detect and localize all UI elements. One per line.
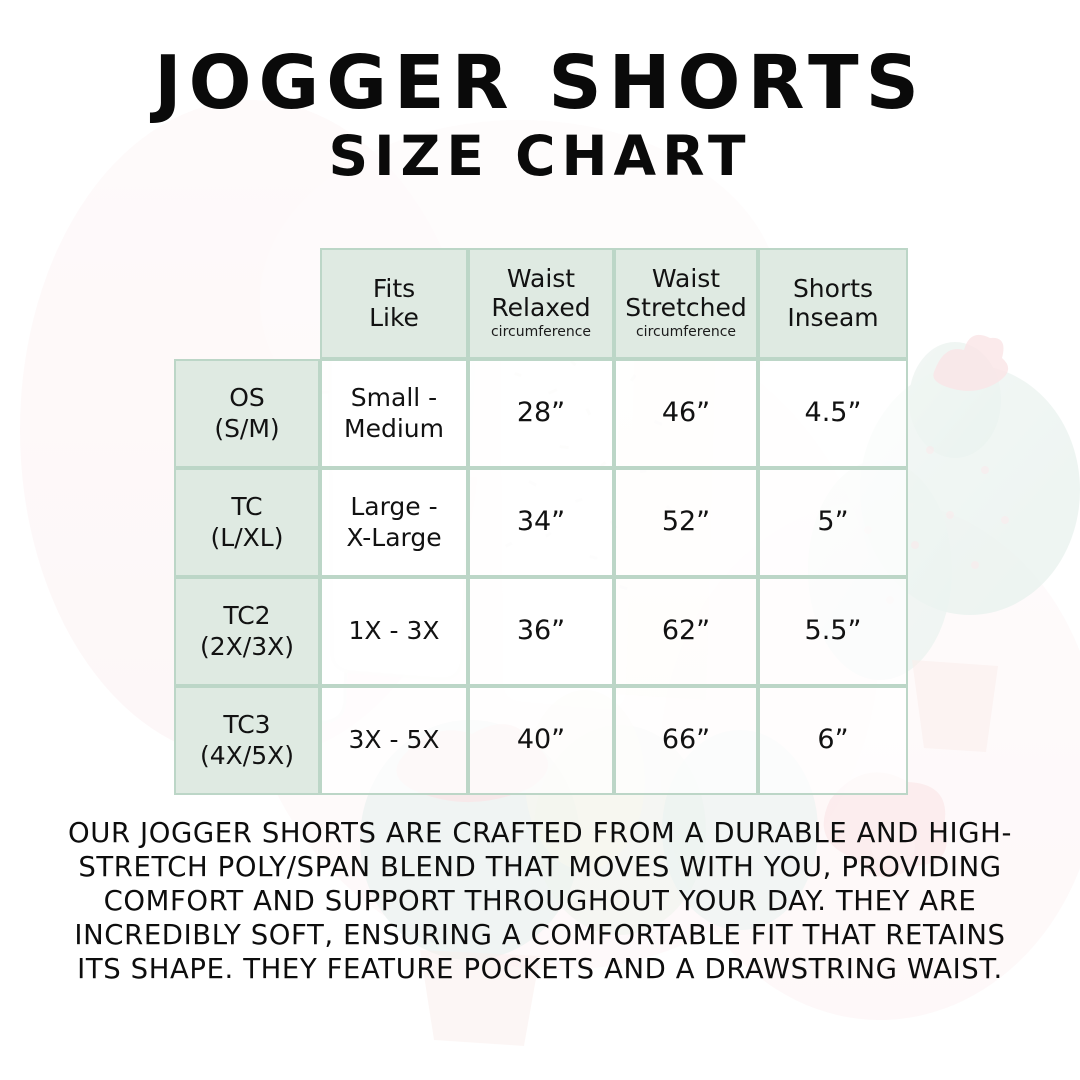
- cell-fits-like-line1: Small -: [350, 383, 438, 412]
- page-title: JOGGER SHORTS: [154, 40, 926, 126]
- size-chart-table: Fits Like Waist Relaxed circumference Wa…: [174, 248, 908, 795]
- title-block: JOGGER SHORTS SIZE CHART: [0, 40, 1080, 189]
- cell-fits-like-line1: 3X - 5X: [348, 725, 440, 755]
- cell-waist-stretched: 62”: [614, 577, 758, 686]
- row-size-line1: OS: [229, 383, 265, 412]
- table-row: TC (L/XL) Large - X-Large 34” 52” 5”: [174, 468, 908, 577]
- row-size-label: OS (S/M): [174, 359, 320, 468]
- cell-waist-relaxed: 36”: [468, 577, 614, 686]
- product-description: OUR JOGGER SHORTS ARE CRAFTED FROM A DUR…: [68, 817, 1012, 985]
- column-header-waist-stretched-line1: Waist: [651, 264, 721, 294]
- row-size-line2: (L/XL): [210, 522, 284, 552]
- column-header-waist-relaxed-sub: circumference: [490, 324, 592, 341]
- cell-fits-like: Small - Medium: [320, 359, 468, 468]
- cell-waist-relaxed: 40”: [468, 686, 614, 795]
- column-header-fits-like-line2: Like: [369, 302, 419, 332]
- page-subtitle: SIZE CHART: [328, 124, 752, 189]
- column-header-waist-relaxed: Waist Relaxed circumference: [468, 248, 614, 359]
- cell-waist-relaxed: 28”: [468, 359, 614, 468]
- column-header-waist-relaxed-line1: Waist: [506, 264, 576, 294]
- row-size-label: TC3 (4X/5X): [174, 686, 320, 795]
- row-size-line2: (S/M): [214, 413, 280, 443]
- table-row: TC3 (4X/5X) 3X - 5X 40” 66” 6”: [174, 686, 908, 795]
- row-size-line1: TC3: [223, 710, 271, 739]
- row-size-line1: TC2: [223, 601, 271, 630]
- cell-waist-stretched: 52”: [614, 468, 758, 577]
- row-size-label: TC (L/XL): [174, 468, 320, 577]
- row-size-line1: TC: [231, 492, 263, 521]
- cell-waist-stretched: 66”: [614, 686, 758, 795]
- column-header-fits-like: Fits Like: [320, 248, 468, 359]
- cell-shorts-inseam: 4.5”: [758, 359, 908, 468]
- cell-fits-like: 1X - 3X: [320, 577, 468, 686]
- table-row: TC2 (2X/3X) 1X - 3X 36” 62” 5.5”: [174, 577, 908, 686]
- cell-fits-like-line1: Large -: [350, 492, 438, 521]
- row-size-line2: (4X/5X): [200, 740, 294, 770]
- cell-shorts-inseam: 6”: [758, 686, 908, 795]
- column-header-shorts-inseam-line1: Shorts: [792, 274, 874, 303]
- cell-fits-like: 3X - 5X: [320, 686, 468, 795]
- column-header-shorts-inseam-line2: Inseam: [787, 302, 879, 332]
- table-header-row: Fits Like Waist Relaxed circumference Wa…: [174, 248, 908, 359]
- cell-fits-like-line2: X-Large: [346, 522, 442, 552]
- cell-waist-stretched: 46”: [614, 359, 758, 468]
- column-header-waist-stretched-sub: circumference: [635, 324, 737, 341]
- cell-waist-relaxed: 34”: [468, 468, 614, 577]
- cell-shorts-inseam: 5.5”: [758, 577, 908, 686]
- table-corner-cell: [174, 248, 320, 359]
- row-size-line2: (2X/3X): [200, 631, 294, 661]
- column-header-waist-stretched-line2: Stretched: [625, 292, 747, 322]
- cell-shorts-inseam: 5”: [758, 468, 908, 577]
- column-header-shorts-inseam: Shorts Inseam: [758, 248, 908, 359]
- column-header-waist-stretched: Waist Stretched circumference: [614, 248, 758, 359]
- column-header-waist-relaxed-line2: Relaxed: [491, 292, 591, 322]
- table-row: OS (S/M) Small - Medium 28” 46” 4.5”: [174, 359, 908, 468]
- column-header-fits-like-line1: Fits: [372, 274, 416, 303]
- cell-fits-like-line1: 1X - 3X: [348, 616, 440, 646]
- row-size-label: TC2 (2X/3X): [174, 577, 320, 686]
- cell-fits-like-line2: Medium: [344, 413, 444, 443]
- cell-fits-like: Large - X-Large: [320, 468, 468, 577]
